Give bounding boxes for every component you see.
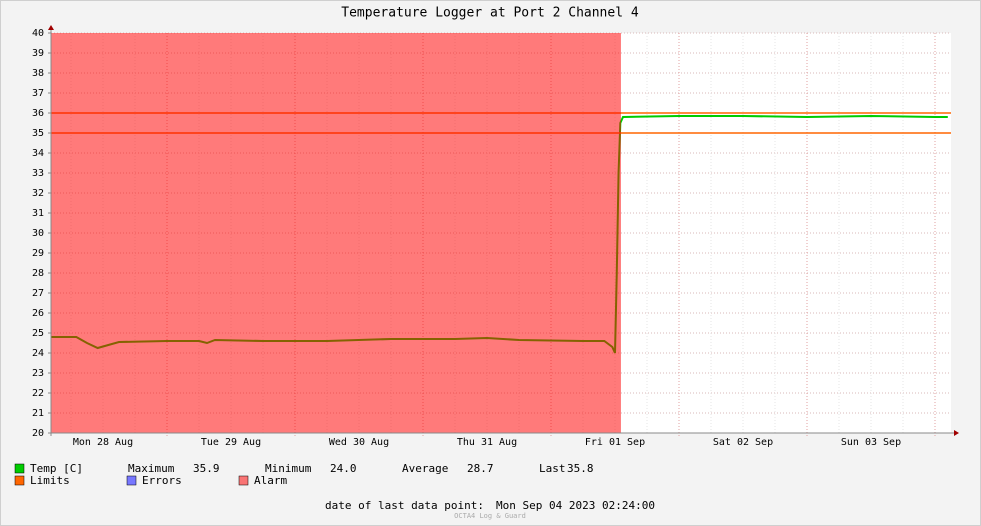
stat-value: 35.9 <box>193 462 220 475</box>
x-tick-label: Fri 01 Sep <box>585 437 645 448</box>
y-tick-label: 33 <box>32 168 44 179</box>
y-tick-label: 32 <box>32 188 44 199</box>
x-tick-label: Mon 28 Aug <box>73 437 133 448</box>
alarm-region <box>51 33 621 433</box>
y-tick-label: 39 <box>32 48 44 59</box>
stat-name: Last <box>539 462 566 475</box>
y-tick-label: 34 <box>32 148 44 159</box>
x-tick-label: Sat 02 Sep <box>713 437 773 448</box>
legend-label: Alarm <box>254 474 287 487</box>
y-tick-label: 25 <box>32 328 44 339</box>
x-arrow <box>954 430 959 436</box>
stat-name: Average <box>402 462 448 475</box>
marks <box>51 33 951 433</box>
x-tick-label: Wed 30 Aug <box>329 437 389 448</box>
legend-swatch <box>14 463 25 474</box>
y-tick-label: 30 <box>32 228 44 239</box>
legend: Temp [C] Maximum 35.9 Minimum 24.0 Average 28.… <box>14 462 594 487</box>
y-tick-label: 23 <box>32 368 44 379</box>
y-tick-label: 35 <box>32 128 44 139</box>
y-tick-label: 28 <box>32 268 44 279</box>
stat-name: Maximum <box>128 462 175 475</box>
y-tick-label: 20 <box>32 428 44 439</box>
chart-title: Temperature Logger at Port 2 Channel 4 <box>341 6 639 21</box>
legend-swatch <box>126 475 137 486</box>
y-tick-label: 24 <box>32 348 44 359</box>
y-tick-label: 38 <box>32 68 44 79</box>
y-tick-label: 21 <box>32 408 44 419</box>
y-tick-label: 37 <box>32 88 44 99</box>
credit: OCTA4 Log & Guard <box>454 512 526 520</box>
y-tick-label: 26 <box>32 308 44 319</box>
legend-swatch <box>14 475 25 486</box>
legend-label: Errors <box>142 474 182 487</box>
legend-label: Temp [C] <box>30 462 83 475</box>
stat-value: 35.8 <box>567 462 594 475</box>
footer-value: Mon Sep 04 2023 02:24:00 <box>496 499 655 512</box>
y-tick-label: 27 <box>32 288 44 299</box>
y-arrow <box>48 25 54 30</box>
stat-value: 28.7 <box>467 462 494 475</box>
x-tick-label: Thu 31 Aug <box>457 437 517 448</box>
x-tick-label: Tue 29 Aug <box>201 437 261 448</box>
y-tick-label: 36 <box>32 108 44 119</box>
y-tick-label: 40 <box>32 28 44 39</box>
footer-label: date of last data point: <box>325 499 484 512</box>
stat-name: Minimum <box>265 462 312 475</box>
y-tick-label: 22 <box>32 388 44 399</box>
y-tick-label: 29 <box>32 248 44 259</box>
x-tick-label: Sun 03 Sep <box>841 437 901 448</box>
axes: 20 21 22 23 24 25 26 27 28 29 30 31 32 33 34 35 36 37 38 39… <box>32 25 959 448</box>
legend-label: Limits <box>30 474 70 487</box>
y-tick-label: 31 <box>32 208 44 219</box>
footer: date of last data point: Mon Sep 04 2023 … <box>325 499 655 512</box>
legend-swatch <box>238 475 249 486</box>
stat-value: 24.0 <box>330 462 357 475</box>
